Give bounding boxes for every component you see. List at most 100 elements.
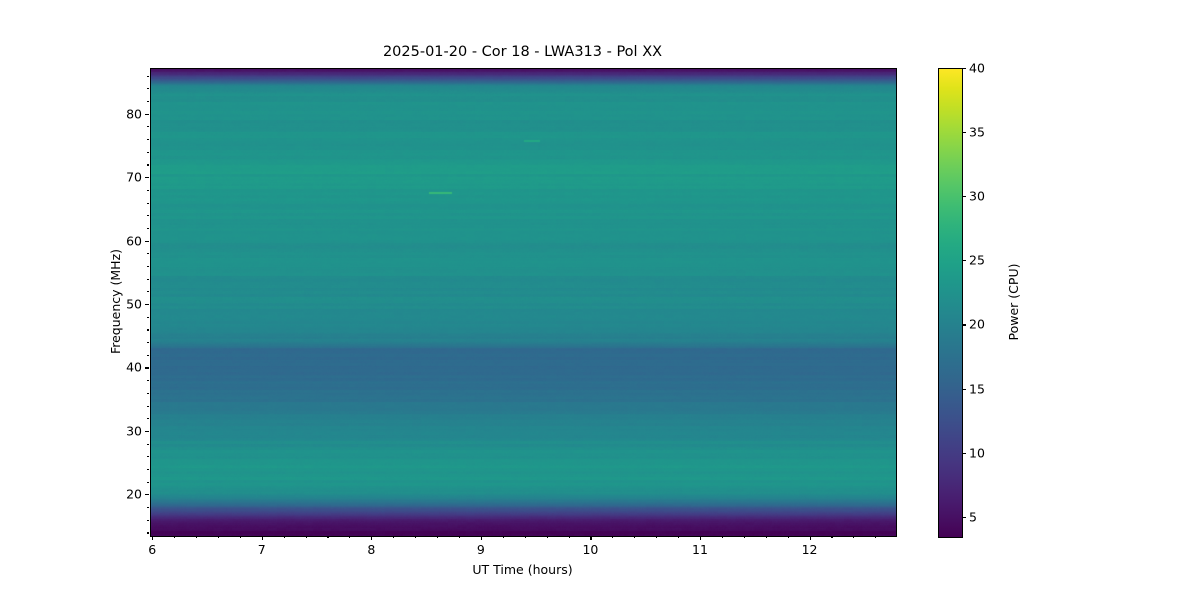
colorbar-tick-label: 40 bbox=[969, 60, 985, 76]
y-axis-minor-tick bbox=[146, 342, 149, 344]
y-axis-tick-label: 70 bbox=[126, 169, 142, 185]
x-axis-minor-tick bbox=[678, 536, 680, 539]
colorbar-label: Power (CPU) bbox=[1006, 263, 1021, 341]
colorbar-tick-label: 20 bbox=[969, 316, 985, 332]
x-axis-major-tick bbox=[371, 536, 373, 540]
y-axis-tick-label: 60 bbox=[126, 233, 142, 249]
y-axis-minor-tick bbox=[146, 354, 149, 356]
x-axis-minor-tick bbox=[196, 536, 198, 539]
y-axis-minor-tick bbox=[146, 329, 149, 331]
colorbar-tick-label: 5 bbox=[969, 509, 977, 525]
x-axis-major-tick bbox=[261, 536, 263, 540]
x-axis-tick-label: 6 bbox=[148, 542, 157, 557]
y-axis-minor-tick bbox=[146, 532, 149, 534]
x-axis-minor-tick bbox=[217, 536, 220, 539]
x-axis-minor-tick bbox=[349, 536, 351, 539]
y-axis-minor-tick bbox=[146, 481, 149, 483]
x-axis-major-tick bbox=[590, 536, 592, 540]
x-axis-minor-tick bbox=[875, 536, 877, 539]
colorbar-tick-label: 15 bbox=[969, 381, 985, 397]
x-axis-minor-tick bbox=[305, 536, 307, 539]
y-axis-major-tick bbox=[145, 240, 149, 242]
y-axis-major-tick bbox=[145, 367, 149, 369]
x-axis-tick-label: 8 bbox=[367, 542, 376, 557]
y-axis-minor-tick bbox=[146, 75, 149, 77]
colorbar-tick bbox=[962, 324, 966, 326]
colorbar-tick bbox=[962, 516, 966, 518]
x-axis-minor-tick bbox=[502, 536, 504, 539]
colorbar-tick bbox=[962, 388, 966, 390]
x-axis-minor-tick bbox=[568, 536, 570, 539]
y-axis-minor-tick bbox=[146, 164, 149, 166]
x-axis-minor-tick bbox=[634, 536, 636, 539]
x-axis-label: UT Time (hours) bbox=[472, 562, 573, 577]
x-axis-major-tick bbox=[480, 536, 482, 540]
x-axis-minor-tick bbox=[853, 536, 855, 539]
x-axis-minor-tick bbox=[437, 536, 439, 539]
y-axis-minor-tick bbox=[146, 418, 149, 420]
y-axis-minor-tick bbox=[146, 139, 149, 141]
colorbar-tick-label: 25 bbox=[969, 252, 985, 268]
y-axis-minor-tick bbox=[146, 291, 149, 293]
colorbar-gradient bbox=[939, 69, 962, 537]
y-axis-minor-tick bbox=[146, 380, 149, 382]
x-axis-minor-tick bbox=[415, 536, 417, 539]
y-axis-minor-tick bbox=[146, 278, 149, 280]
x-axis-major-tick bbox=[152, 536, 154, 540]
colorbar-tick bbox=[962, 132, 966, 134]
x-axis-major-tick bbox=[809, 536, 811, 540]
y-axis-tick-label: 40 bbox=[126, 359, 142, 375]
y-axis-tick-label: 80 bbox=[126, 106, 142, 122]
x-axis-minor-tick bbox=[656, 536, 658, 539]
x-axis-minor-tick bbox=[612, 536, 614, 539]
colorbar-tick-label: 10 bbox=[969, 445, 985, 461]
x-axis-tick-label: 10 bbox=[582, 542, 599, 557]
y-axis-minor-tick bbox=[146, 202, 149, 204]
y-axis-minor-tick bbox=[146, 151, 149, 153]
colorbar-tick-label: 30 bbox=[969, 188, 985, 204]
y-axis-tick-label: 50 bbox=[126, 296, 142, 312]
y-axis-minor-tick bbox=[146, 189, 149, 191]
y-axis-minor-tick bbox=[146, 456, 149, 458]
x-axis-minor-tick bbox=[765, 536, 767, 539]
y-axis-tick-label: 30 bbox=[126, 423, 142, 439]
colorbar-tick-label: 35 bbox=[969, 124, 985, 140]
x-axis-tick-label: 7 bbox=[257, 542, 266, 557]
x-axis-minor-tick bbox=[743, 536, 745, 539]
x-axis-minor-tick bbox=[393, 536, 395, 539]
x-axis-tick-label: 12 bbox=[801, 542, 818, 557]
dynamic-spectrum-image bbox=[151, 69, 896, 536]
x-axis-tick-label: 11 bbox=[692, 542, 708, 557]
y-axis-tick-label: 20 bbox=[126, 486, 142, 502]
heatmap-axes bbox=[150, 68, 897, 537]
colorbar-tick bbox=[962, 196, 966, 198]
y-axis-major-tick bbox=[145, 177, 149, 179]
colorbar bbox=[938, 68, 963, 538]
y-axis-minor-tick bbox=[146, 316, 149, 318]
y-axis-minor-tick bbox=[146, 405, 149, 407]
x-axis-minor-tick bbox=[174, 536, 176, 539]
y-axis-minor-tick bbox=[146, 507, 149, 509]
y-axis-minor-tick bbox=[146, 215, 149, 217]
x-axis-minor-tick bbox=[283, 536, 285, 539]
y-axis-major-tick bbox=[145, 494, 149, 496]
x-axis-minor-tick bbox=[327, 536, 329, 539]
y-axis-minor-tick bbox=[146, 126, 149, 128]
y-axis-minor-tick bbox=[146, 392, 149, 394]
colorbar-tick bbox=[962, 452, 966, 454]
y-axis-major-tick bbox=[145, 113, 149, 115]
y-axis-minor-tick bbox=[146, 100, 149, 103]
y-axis-major-tick bbox=[145, 430, 149, 433]
y-axis-label: Frequency (MHz) bbox=[108, 248, 123, 355]
x-axis-minor-tick bbox=[831, 536, 833, 539]
y-axis-minor-tick bbox=[146, 519, 149, 521]
y-axis-minor-tick bbox=[146, 469, 149, 471]
y-axis-minor-tick bbox=[146, 265, 149, 268]
y-axis-major-tick bbox=[145, 304, 149, 306]
y-axis-minor-tick bbox=[146, 227, 149, 229]
x-axis-major-tick bbox=[699, 536, 702, 540]
x-axis-minor-tick bbox=[787, 536, 789, 539]
x-axis-minor-tick bbox=[239, 536, 241, 539]
y-axis-minor-tick bbox=[146, 253, 149, 255]
